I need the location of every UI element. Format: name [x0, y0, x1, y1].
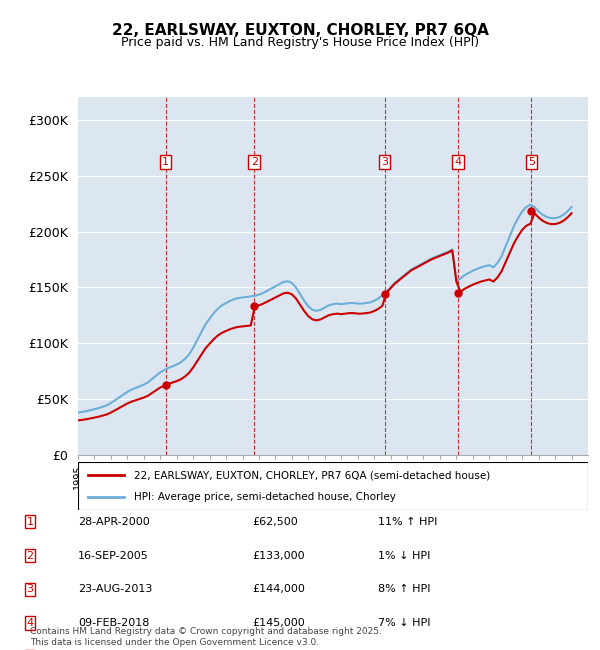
Text: Price paid vs. HM Land Registry's House Price Index (HPI): Price paid vs. HM Land Registry's House … — [121, 36, 479, 49]
Text: 2: 2 — [26, 551, 34, 560]
Text: 22, EARLSWAY, EUXTON, CHORLEY, PR7 6QA: 22, EARLSWAY, EUXTON, CHORLEY, PR7 6QA — [112, 23, 488, 38]
Text: 16-SEP-2005: 16-SEP-2005 — [78, 551, 149, 560]
Text: 23-AUG-2013: 23-AUG-2013 — [78, 584, 152, 594]
Text: Contains HM Land Registry data © Crown copyright and database right 2025.
This d: Contains HM Land Registry data © Crown c… — [30, 627, 382, 647]
Text: 09-FEB-2018: 09-FEB-2018 — [78, 618, 149, 628]
Text: HPI: Average price, semi-detached house, Chorley: HPI: Average price, semi-detached house,… — [134, 491, 396, 502]
Text: 11% ↑ HPI: 11% ↑ HPI — [378, 517, 437, 526]
Text: 7% ↓ HPI: 7% ↓ HPI — [378, 618, 431, 628]
Text: £133,000: £133,000 — [252, 551, 305, 560]
Text: 1: 1 — [26, 517, 34, 526]
Text: 5: 5 — [528, 157, 535, 167]
Text: 22, EARLSWAY, EUXTON, CHORLEY, PR7 6QA (semi-detached house): 22, EARLSWAY, EUXTON, CHORLEY, PR7 6QA (… — [134, 470, 490, 480]
Text: 1% ↓ HPI: 1% ↓ HPI — [378, 551, 430, 560]
Text: £144,000: £144,000 — [252, 584, 305, 594]
Text: 8% ↑ HPI: 8% ↑ HPI — [378, 584, 431, 594]
Text: 28-APR-2000: 28-APR-2000 — [78, 517, 150, 526]
Text: 4: 4 — [26, 618, 34, 628]
Text: 3: 3 — [26, 584, 34, 594]
Text: £62,500: £62,500 — [252, 517, 298, 526]
FancyBboxPatch shape — [78, 462, 588, 510]
Text: 2: 2 — [251, 157, 258, 167]
Text: 1: 1 — [162, 157, 169, 167]
Text: £145,000: £145,000 — [252, 618, 305, 628]
Text: 4: 4 — [455, 157, 462, 167]
Text: 3: 3 — [381, 157, 388, 167]
